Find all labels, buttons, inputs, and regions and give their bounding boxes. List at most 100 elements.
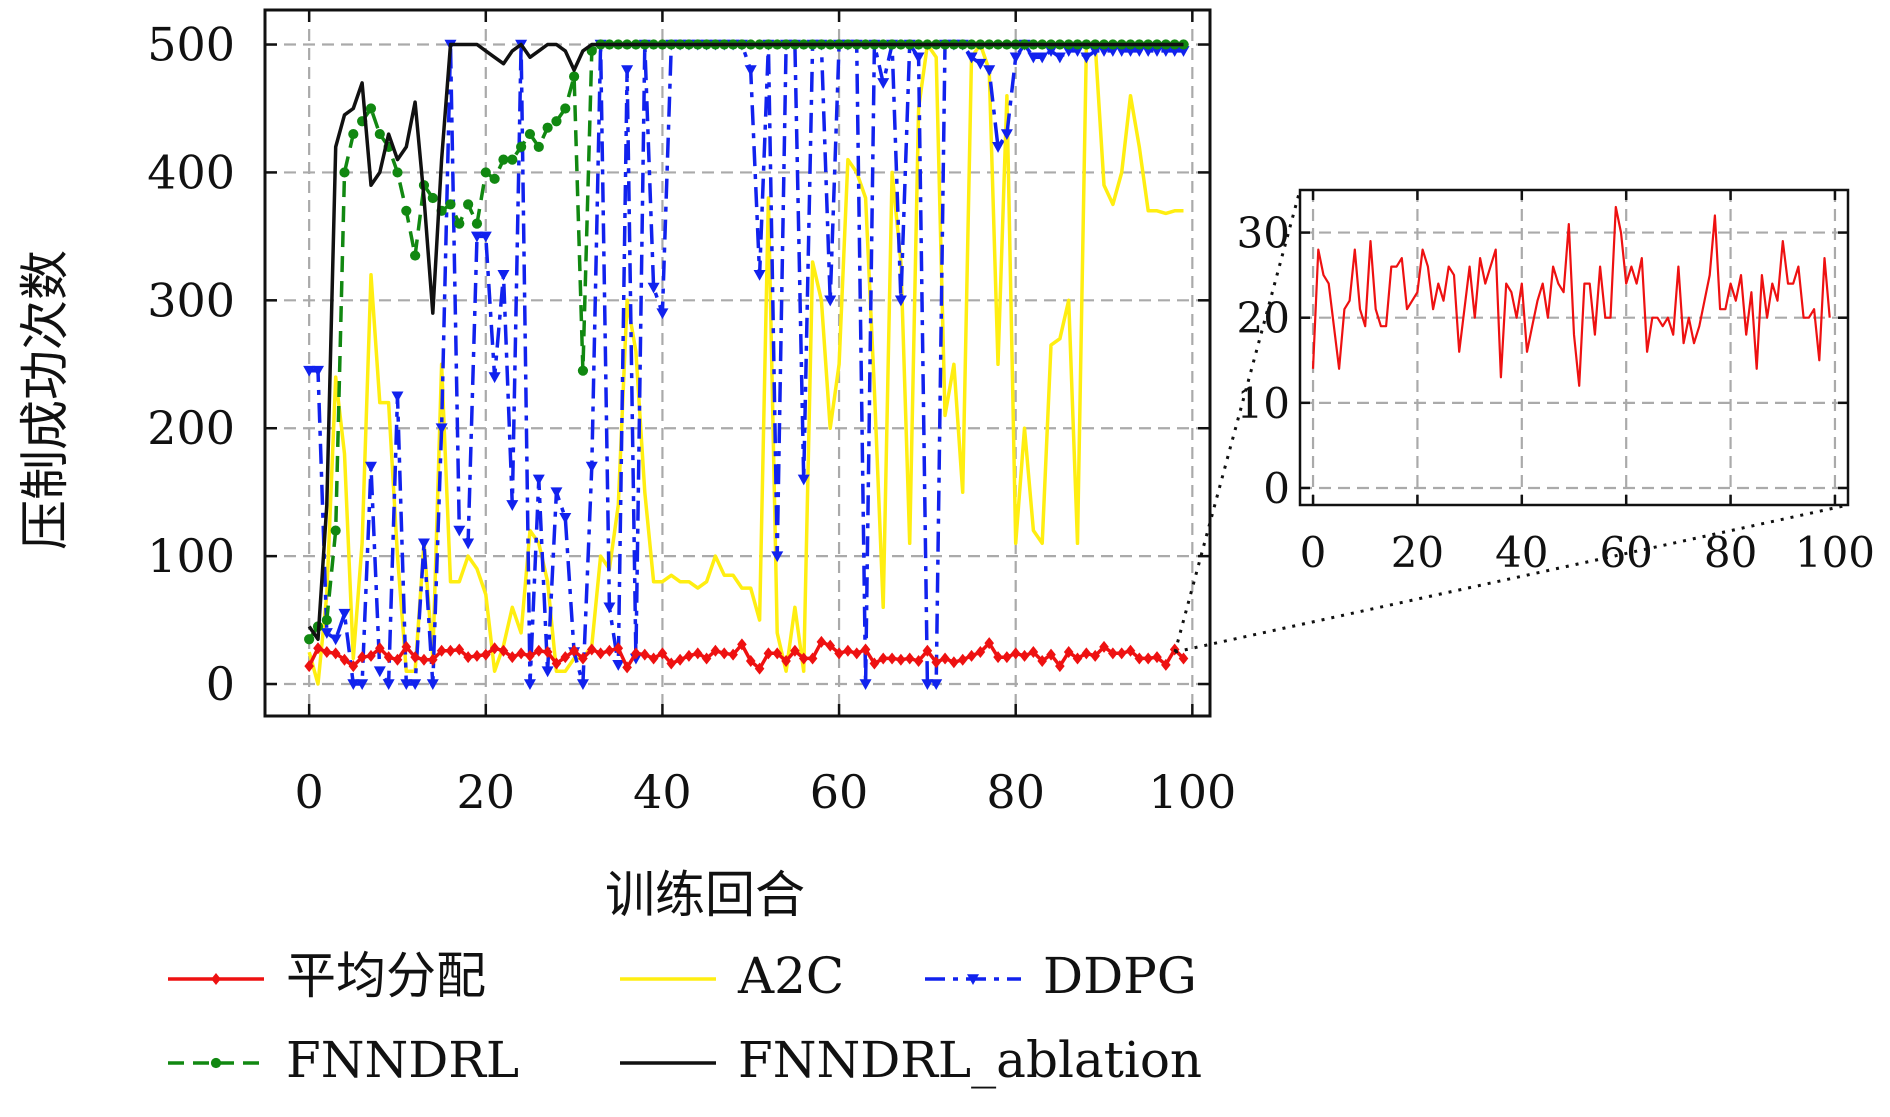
main-data-point: [516, 141, 527, 152]
main-data-point: [569, 71, 580, 82]
main-data-point: [930, 679, 943, 691]
main-data-point: [559, 512, 572, 524]
main-data-point: [877, 78, 890, 89]
main-data-point: [648, 652, 659, 665]
legend-entry-0: 平均分配: [168, 947, 486, 1005]
main-data-point: [525, 649, 535, 662]
main-data-point: [1036, 52, 1049, 64]
main-data-point: [710, 644, 721, 657]
inset-x-tick-label: 100: [1795, 528, 1875, 577]
main-data-point: [304, 634, 315, 645]
main-data-point: [940, 652, 950, 665]
main-data-point: [339, 167, 350, 178]
legend-entry-1: A2C: [620, 947, 844, 1005]
main-data-point: [542, 122, 553, 133]
main-data-point: [523, 679, 536, 691]
main-data-point: [807, 652, 818, 665]
inset-x-tick-label: 40: [1495, 528, 1548, 577]
main-data-point: [1116, 647, 1127, 660]
main-data-point: [1027, 52, 1040, 64]
main-x-tick-label: 20: [457, 765, 516, 819]
main-data-point: [957, 653, 968, 666]
main-series-line: [307, 640, 1185, 671]
main-data-point: [1133, 46, 1146, 57]
main-series-line: [307, 42, 1184, 642]
main-data-point: [1053, 52, 1066, 64]
main-data-point: [684, 649, 694, 662]
main-x-tick-label: 60: [810, 765, 869, 819]
main-x-tick-label: 0: [295, 765, 324, 819]
main-data-point: [576, 679, 589, 691]
main-data-point: [993, 651, 1003, 664]
main-data-point: [585, 461, 598, 473]
main-data-point: [1002, 651, 1012, 664]
main-data-point: [454, 643, 465, 656]
main-data-point: [887, 652, 897, 665]
main-data-point: [983, 65, 996, 77]
main-data-point: [1062, 46, 1075, 57]
main-data-point: [631, 647, 641, 660]
main-data-point: [992, 142, 1005, 153]
main-data-point: [462, 538, 475, 550]
main-series-line: [307, 42, 1184, 686]
main-data-point: [912, 52, 925, 64]
main-series-line: [307, 42, 1184, 641]
main-data-point: [497, 269, 510, 281]
main-data-point: [364, 461, 377, 473]
main-data-point: [480, 167, 491, 178]
inset-plot-frame: [1298, 188, 1850, 507]
main-data-point: [790, 644, 800, 657]
main-data-point: [859, 679, 872, 691]
main-data-point: [463, 199, 474, 210]
main-data-point: [1106, 46, 1119, 57]
main-y-tick-label: 0: [206, 657, 235, 711]
main-data-point: [401, 640, 412, 653]
main-data-point: [666, 657, 677, 670]
main-data-point: [737, 638, 747, 651]
main-data-point: [647, 282, 660, 294]
main-data-point: [374, 128, 385, 140]
main-data-point: [1125, 644, 1136, 657]
inset-y-tick-label: 10: [1237, 379, 1290, 428]
main-data-point: [498, 644, 509, 657]
main-data-point: [834, 647, 844, 660]
main-data-point: [488, 372, 501, 384]
main-data-point: [1168, 46, 1181, 57]
main-data-point: [754, 662, 765, 675]
main-y-tick-label: 500: [147, 18, 235, 72]
main-data-point: [869, 657, 880, 670]
main-data-point: [480, 648, 491, 661]
main-data-point: [595, 647, 606, 660]
main-series-4: [307, 42, 1184, 642]
main-data-point: [586, 643, 597, 656]
main-data-point: [603, 602, 616, 614]
main-data-point: [533, 644, 544, 657]
main-x-tick-label: 100: [1148, 765, 1236, 819]
main-ticks: 0 20 40 60 80 100 0 100 200 300 400 500: [147, 10, 1236, 819]
main-data-point: [375, 642, 385, 655]
main-data-point: [391, 391, 404, 403]
main-series-0: [304, 635, 1189, 675]
main-data-point: [1000, 129, 1013, 141]
main-data-point: [356, 679, 369, 691]
main-data-point: [532, 474, 545, 486]
main-data-point: [931, 656, 942, 669]
main-data-point: [454, 218, 465, 229]
main-data-point: [966, 649, 977, 662]
main-data-point: [392, 653, 403, 666]
main-data-point: [984, 637, 995, 650]
main-data-point: [489, 173, 500, 184]
main-data-point: [639, 648, 650, 661]
inset-y-tick-label: 0: [1263, 464, 1290, 513]
main-data-point: [463, 651, 473, 664]
main-data-point: [1063, 646, 1074, 659]
main-data-point: [453, 525, 466, 537]
main-data-point: [1019, 649, 1030, 662]
main-data-point: [1099, 640, 1109, 653]
main-data-point: [1177, 46, 1190, 57]
inset-background: [1300, 190, 1848, 505]
main-data-point: [719, 647, 730, 660]
legend-label: A2C: [737, 947, 844, 1005]
main-data-point: [1124, 46, 1137, 57]
main-data-point: [1098, 46, 1111, 57]
